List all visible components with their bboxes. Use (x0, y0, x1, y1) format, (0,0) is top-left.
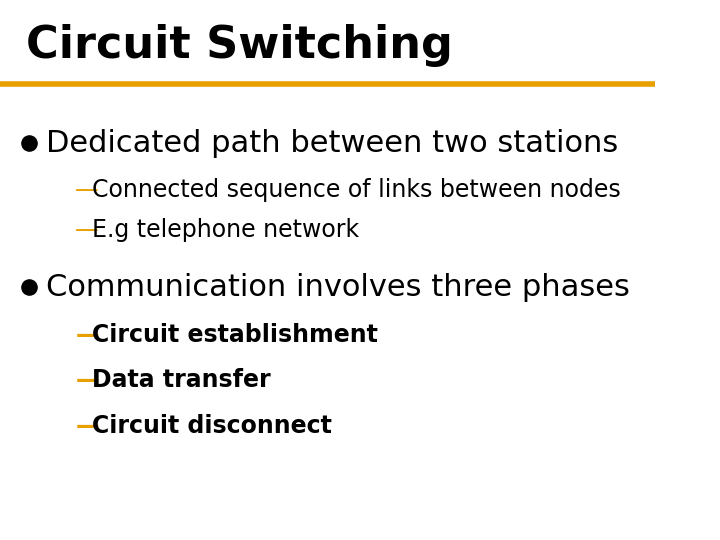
Text: —: — (76, 323, 99, 347)
Text: Communication involves three phases: Communication involves three phases (46, 273, 630, 302)
Text: —: — (76, 414, 99, 437)
Text: Circuit establishment: Circuit establishment (91, 323, 377, 347)
Text: Circuit Switching: Circuit Switching (26, 24, 453, 68)
Point (24, 139, 35, 147)
Text: —: — (76, 218, 99, 242)
Text: Circuit disconnect: Circuit disconnect (91, 414, 332, 437)
Text: —: — (76, 368, 99, 392)
Text: Data transfer: Data transfer (91, 368, 270, 392)
Text: E.g telephone network: E.g telephone network (91, 218, 359, 242)
Text: Connected sequence of links between nodes: Connected sequence of links between node… (91, 178, 621, 202)
Point (24, 283, 35, 292)
Text: —: — (76, 178, 99, 202)
Text: Dedicated path between two stations: Dedicated path between two stations (46, 129, 618, 158)
